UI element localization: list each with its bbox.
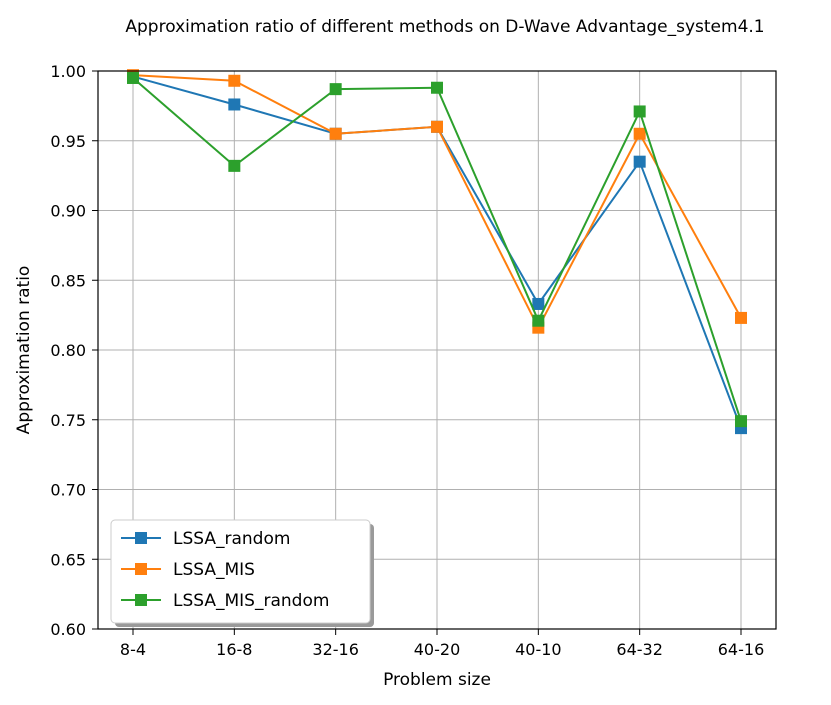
legend-marker [135,594,147,606]
legend-box [110,519,371,624]
legend: LSSA_random LSSA_MIS LSSA_MIS_random [110,519,374,627]
x-tick-label: 64-32 [616,640,663,659]
data-point [329,83,342,96]
y-axis: 0.60 0.65 0.70 0.75 0.80 0.85 0.90 0.95 1.00 [50,62,98,639]
series-layer [127,69,747,435]
data-point [329,127,342,140]
legend-marker [135,563,147,575]
data-point [735,415,747,428]
x-tick-label: 32-16 [312,640,359,659]
data-point [228,74,241,87]
x-tick-label: 16-8 [216,640,252,659]
data-point [532,297,545,310]
y-tick-label: 0.75 [50,411,86,430]
y-tick-label: 0.80 [50,341,86,360]
x-axis: 8-4 16-8 32-16 40-20 40-10 64-32 64-16 [120,629,764,659]
data-point [633,105,646,118]
data-point [431,81,443,94]
y-tick-label: 0.70 [50,481,86,500]
data-point [633,155,646,168]
x-tick-label: 40-10 [515,640,562,659]
y-tick-label: 0.95 [50,132,86,151]
data-point [228,98,241,111]
x-tick-label: 8-4 [120,640,146,659]
data-point [532,314,545,327]
y-tick-label: 1.00 [50,62,86,81]
data-point [127,71,139,84]
data-point [633,127,646,140]
chart-title: Approximation ratio of different methods… [125,17,764,37]
y-tick-label: 0.60 [50,620,86,639]
y-tick-label: 0.85 [50,271,86,290]
legend-marker [135,532,147,544]
legend-item: LSSA_random [121,529,290,549]
y-tick-label: 0.90 [50,202,86,221]
legend-label: LSSA_random [173,529,290,549]
data-point [735,311,747,324]
legend-item: LSSA_MIS [121,560,255,580]
y-tick-label: 0.65 [50,550,86,569]
data-point [228,159,241,172]
legend-label: LSSA_MIS [173,560,255,580]
x-tick-label: 40-20 [414,640,461,659]
y-axis-label: Approximation ratio [14,266,34,435]
data-point [431,120,443,133]
x-tick-label: 64-16 [718,640,765,659]
legend-item: LSSA_MIS_random [121,591,329,611]
series-LSSA_MIS_random [127,71,747,428]
legend-label: LSSA_MIS_random [173,591,329,611]
x-axis-label: Problem size [383,670,491,690]
